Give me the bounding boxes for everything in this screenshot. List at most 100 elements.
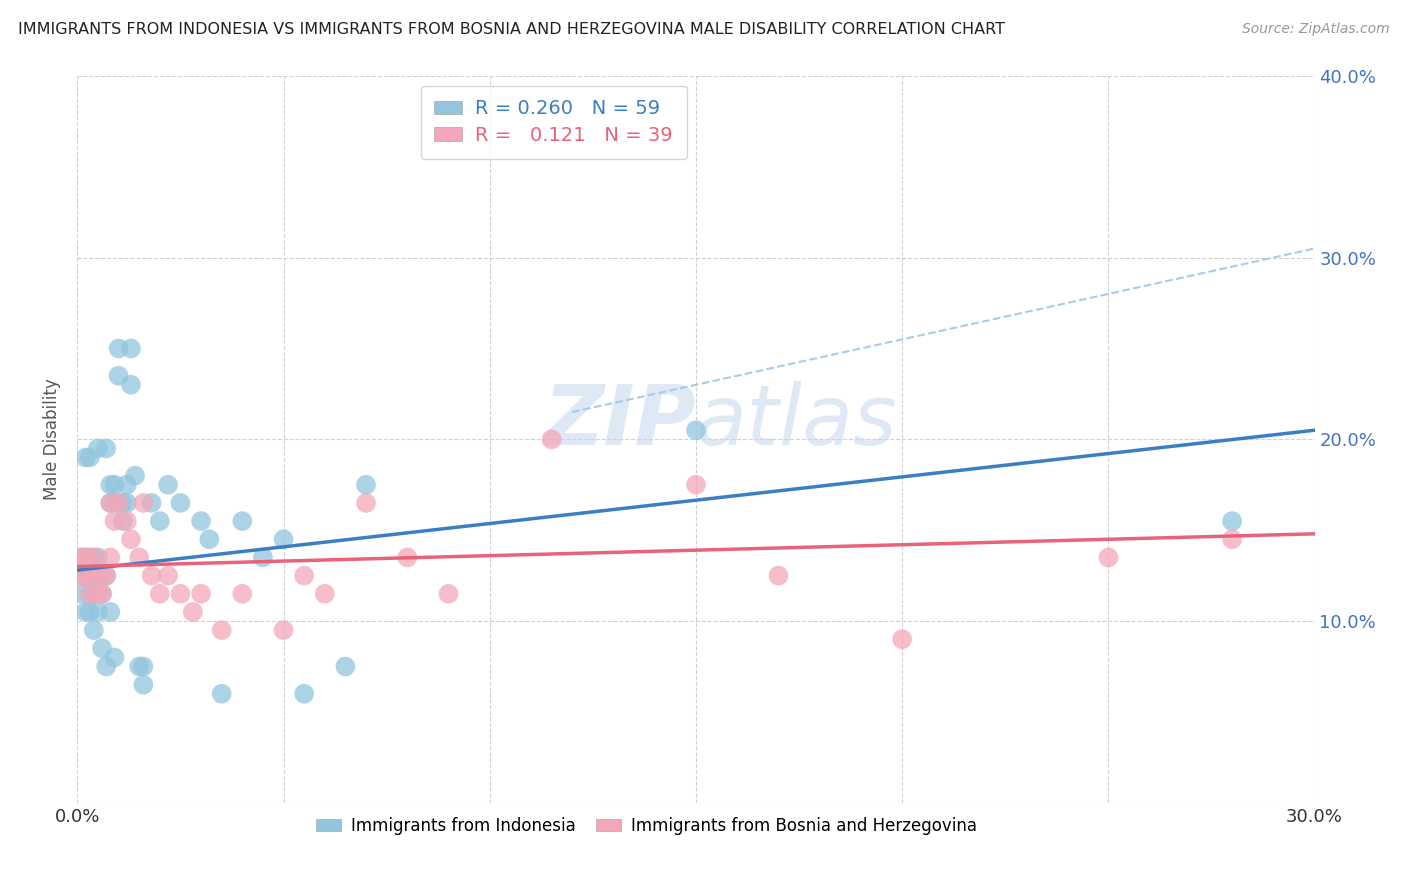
Immigrants from Indonesia bbox=[79, 450, 101, 465]
Immigrants from Bosnia and Herzegovina bbox=[96, 568, 118, 582]
Immigrants from Bosnia and Herzegovina bbox=[181, 605, 204, 619]
Immigrants from Indonesia bbox=[292, 687, 315, 701]
Immigrants from Indonesia bbox=[335, 659, 357, 673]
Immigrants from Bosnia and Herzegovina bbox=[437, 587, 460, 601]
Immigrants from Indonesia bbox=[70, 550, 93, 565]
Immigrants from Bosnia and Herzegovina bbox=[98, 550, 121, 565]
Immigrants from Indonesia bbox=[70, 587, 93, 601]
Immigrants from Bosnia and Herzegovina bbox=[79, 587, 101, 601]
Immigrants from Indonesia bbox=[98, 477, 121, 491]
Immigrants from Indonesia bbox=[198, 533, 221, 547]
Immigrants from Indonesia bbox=[132, 678, 155, 692]
Immigrants from Indonesia bbox=[75, 450, 97, 465]
Immigrants from Bosnia and Herzegovina bbox=[685, 477, 707, 491]
Immigrants from Indonesia bbox=[132, 659, 155, 673]
Immigrants from Indonesia bbox=[79, 587, 101, 601]
Immigrants from Bosnia and Herzegovina bbox=[211, 623, 233, 637]
Immigrants from Bosnia and Herzegovina bbox=[70, 568, 93, 582]
Immigrants from Indonesia bbox=[75, 550, 97, 565]
Text: Source: ZipAtlas.com: Source: ZipAtlas.com bbox=[1241, 22, 1389, 37]
Immigrants from Bosnia and Herzegovina bbox=[149, 587, 172, 601]
Text: atlas: atlas bbox=[696, 381, 897, 462]
Immigrants from Bosnia and Herzegovina bbox=[115, 514, 138, 528]
Immigrants from Indonesia bbox=[211, 687, 233, 701]
Immigrants from Indonesia bbox=[124, 468, 146, 483]
Legend: Immigrants from Indonesia, Immigrants from Bosnia and Herzegovina: Immigrants from Indonesia, Immigrants fr… bbox=[309, 811, 984, 842]
Immigrants from Bosnia and Herzegovina bbox=[128, 550, 150, 565]
Immigrants from Indonesia bbox=[1220, 514, 1243, 528]
Immigrants from Indonesia bbox=[354, 477, 377, 491]
Immigrants from Bosnia and Herzegovina bbox=[141, 568, 163, 582]
Immigrants from Bosnia and Herzegovina bbox=[354, 496, 377, 510]
Immigrants from Indonesia bbox=[75, 568, 97, 582]
Immigrants from Bosnia and Herzegovina bbox=[157, 568, 180, 582]
Immigrants from Indonesia bbox=[87, 568, 110, 582]
Immigrants from Indonesia bbox=[157, 477, 180, 491]
Immigrants from Indonesia bbox=[103, 650, 125, 665]
Immigrants from Indonesia bbox=[79, 568, 101, 582]
Immigrants from Bosnia and Herzegovina bbox=[120, 533, 142, 547]
Immigrants from Bosnia and Herzegovina bbox=[87, 587, 110, 601]
Immigrants from Indonesia bbox=[98, 605, 121, 619]
Immigrants from Bosnia and Herzegovina bbox=[98, 496, 121, 510]
Immigrants from Indonesia bbox=[190, 514, 212, 528]
Immigrants from Indonesia bbox=[98, 496, 121, 510]
Immigrants from Indonesia bbox=[96, 442, 118, 456]
Immigrants from Bosnia and Herzegovina bbox=[891, 632, 914, 647]
Immigrants from Indonesia bbox=[79, 550, 101, 565]
Immigrants from Bosnia and Herzegovina bbox=[75, 550, 97, 565]
Immigrants from Bosnia and Herzegovina bbox=[132, 496, 155, 510]
Immigrants from Indonesia bbox=[128, 659, 150, 673]
Immigrants from Indonesia bbox=[141, 496, 163, 510]
Immigrants from Indonesia bbox=[96, 659, 118, 673]
Immigrants from Indonesia bbox=[111, 496, 134, 510]
Immigrants from Bosnia and Herzegovina bbox=[70, 550, 93, 565]
Immigrants from Bosnia and Herzegovina bbox=[91, 568, 114, 582]
Immigrants from Indonesia bbox=[91, 641, 114, 656]
Text: IMMIGRANTS FROM INDONESIA VS IMMIGRANTS FROM BOSNIA AND HERZEGOVINA MALE DISABIL: IMMIGRANTS FROM INDONESIA VS IMMIGRANTS … bbox=[18, 22, 1005, 37]
Immigrants from Bosnia and Herzegovina bbox=[190, 587, 212, 601]
Immigrants from Bosnia and Herzegovina bbox=[91, 587, 114, 601]
Immigrants from Indonesia bbox=[96, 568, 118, 582]
Immigrants from Indonesia bbox=[107, 368, 129, 383]
Immigrants from Bosnia and Herzegovina bbox=[540, 432, 562, 446]
Immigrants from Bosnia and Herzegovina bbox=[396, 550, 419, 565]
Immigrants from Indonesia bbox=[91, 568, 114, 582]
Immigrants from Bosnia and Herzegovina bbox=[103, 514, 125, 528]
Immigrants from Indonesia bbox=[120, 342, 142, 356]
Immigrants from Indonesia bbox=[79, 605, 101, 619]
Immigrants from Bosnia and Herzegovina bbox=[768, 568, 790, 582]
Immigrants from Bosnia and Herzegovina bbox=[79, 568, 101, 582]
Immigrants from Indonesia bbox=[107, 342, 129, 356]
Immigrants from Indonesia bbox=[231, 514, 253, 528]
Immigrants from Indonesia bbox=[103, 477, 125, 491]
Immigrants from Bosnia and Herzegovina bbox=[75, 568, 97, 582]
Immigrants from Indonesia bbox=[273, 533, 295, 547]
Immigrants from Bosnia and Herzegovina bbox=[83, 550, 105, 565]
Immigrants from Bosnia and Herzegovina bbox=[273, 623, 295, 637]
Immigrants from Indonesia bbox=[87, 605, 110, 619]
Immigrants from Indonesia bbox=[75, 605, 97, 619]
Immigrants from Indonesia bbox=[115, 496, 138, 510]
Immigrants from Indonesia bbox=[115, 477, 138, 491]
Immigrants from Indonesia bbox=[252, 550, 274, 565]
Immigrants from Bosnia and Herzegovina bbox=[231, 587, 253, 601]
Immigrants from Bosnia and Herzegovina bbox=[314, 587, 336, 601]
Text: ZIP: ZIP bbox=[543, 381, 696, 462]
Immigrants from Indonesia bbox=[103, 496, 125, 510]
Immigrants from Bosnia and Herzegovina bbox=[1220, 533, 1243, 547]
Immigrants from Bosnia and Herzegovina bbox=[1097, 550, 1119, 565]
Immigrants from Indonesia bbox=[83, 587, 105, 601]
Immigrants from Indonesia bbox=[91, 587, 114, 601]
Immigrants from Indonesia bbox=[149, 514, 172, 528]
Immigrants from Indonesia bbox=[87, 550, 110, 565]
Immigrants from Indonesia bbox=[83, 550, 105, 565]
Immigrants from Indonesia bbox=[87, 442, 110, 456]
Immigrants from Indonesia bbox=[169, 496, 191, 510]
Immigrants from Indonesia bbox=[83, 623, 105, 637]
Immigrants from Indonesia bbox=[70, 568, 93, 582]
Immigrants from Bosnia and Herzegovina bbox=[107, 496, 129, 510]
Immigrants from Indonesia bbox=[83, 568, 105, 582]
Y-axis label: Male Disability: Male Disability bbox=[44, 378, 62, 500]
Immigrants from Bosnia and Herzegovina bbox=[292, 568, 315, 582]
